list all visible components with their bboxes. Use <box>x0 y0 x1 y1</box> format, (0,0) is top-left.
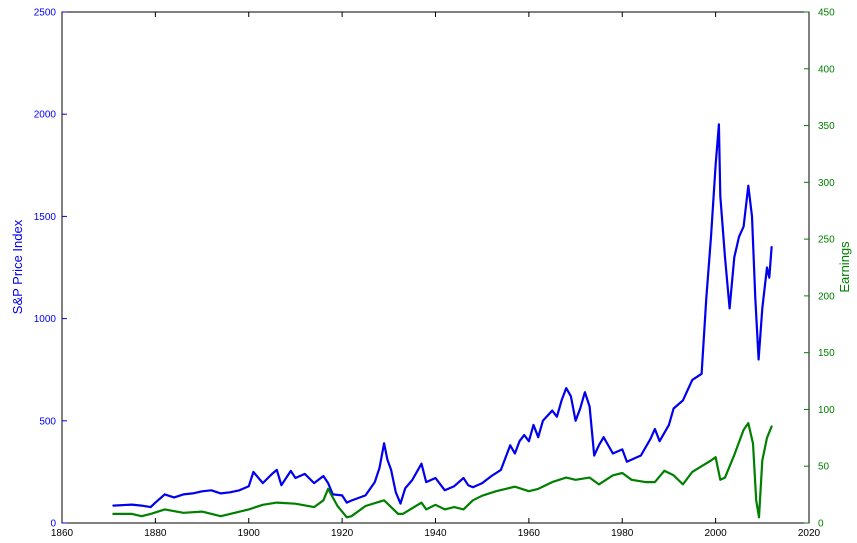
y-left-tick-label: 1500 <box>34 212 57 223</box>
y-left-tick-label: 2000 <box>34 110 57 121</box>
y-right-tick-label: 450 <box>818 8 835 19</box>
y-right-tick-label: 100 <box>818 405 835 416</box>
y-right-axis-ticks: 0 50 100 150 200 250 300 350 400 450 <box>804 8 835 530</box>
x-tick-label: 1980 <box>611 528 634 539</box>
y-right-tick-label: 200 <box>818 291 835 302</box>
y-right-tick-label: 400 <box>818 64 835 75</box>
x-tick-label: 1960 <box>518 528 541 539</box>
y-right-tick-label: 50 <box>818 462 830 473</box>
plot-frame <box>61 11 810 524</box>
x-tick-label: 1920 <box>331 528 354 539</box>
y-left-tick-label: 0 <box>50 519 56 530</box>
x-tick-label: 1880 <box>144 528 167 539</box>
x-tick-label: 1900 <box>238 528 261 539</box>
x-tick-label: 1940 <box>424 528 447 539</box>
y-right-tick-label: 300 <box>818 178 835 189</box>
y-left-axis-label: S&P Price Index <box>10 219 25 314</box>
series-layer <box>112 123 773 519</box>
x-axis-ticks: 1860 1880 1900 1920 1940 1960 1980 2000 2020 <box>51 12 821 539</box>
x-tick-label: 2000 <box>705 528 728 539</box>
y-left-tick-label: 500 <box>39 416 56 427</box>
earnings-series-line <box>112 422 773 519</box>
x-tick-label: 2020 <box>798 528 821 539</box>
price-index-series-line <box>112 123 773 509</box>
y-right-tick-label: 350 <box>818 121 835 132</box>
y-right-tick-label: 0 <box>818 519 824 530</box>
y-right-tick-label: 150 <box>818 348 835 359</box>
y-left-tick-label: 2500 <box>34 8 57 19</box>
y-left-tick-label: 1000 <box>34 314 57 325</box>
y-right-axis-label: Earnings <box>837 241 852 293</box>
x-tick-label: 1860 <box>51 528 74 539</box>
y-right-tick-label: 250 <box>818 235 835 246</box>
y-left-axis-ticks: 0 500 1000 1500 2000 2500 <box>34 8 67 530</box>
